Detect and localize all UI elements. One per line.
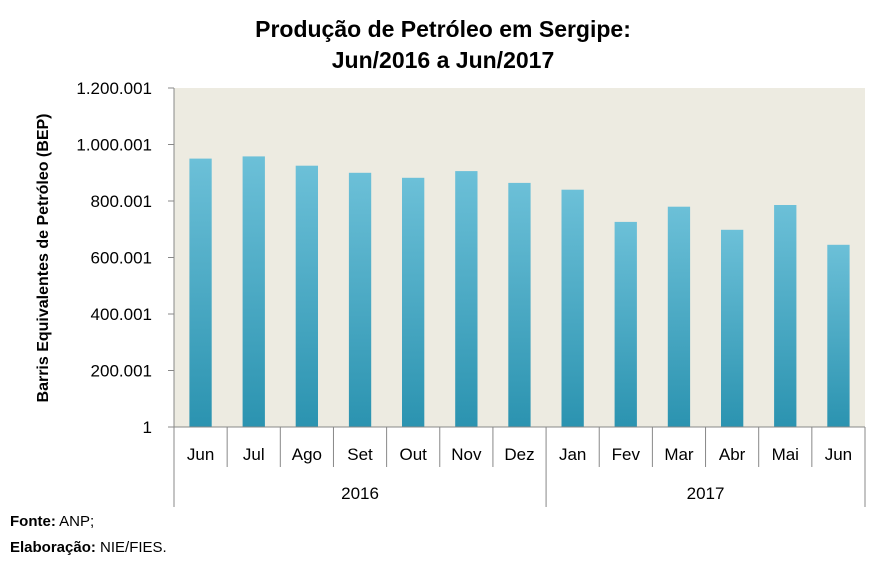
x-tick-label: Abr bbox=[719, 445, 746, 464]
bar-dez-6 bbox=[508, 182, 531, 427]
bar-jun-12 bbox=[827, 244, 850, 427]
chart-title-line2: Jun/2016 a Jun/2017 bbox=[331, 47, 555, 73]
x-tick-label: Jun bbox=[187, 445, 214, 464]
bar-jul-1 bbox=[242, 156, 265, 427]
y-tick-label: 1.000.001 bbox=[76, 136, 152, 155]
bars-layer bbox=[189, 156, 850, 427]
source-value: ANP; bbox=[55, 513, 95, 530]
bar-ago-2 bbox=[295, 165, 318, 427]
y-axis-label: Barris Equivalentes de Petróleo (BEP) bbox=[35, 114, 52, 403]
y-tick-label: 200.001 bbox=[91, 362, 152, 381]
x-tick-label: Set bbox=[347, 445, 373, 464]
bar-mai-11 bbox=[774, 205, 797, 427]
bar-fev-8 bbox=[614, 221, 637, 427]
x-tick-label: Ago bbox=[292, 445, 322, 464]
x-tick-label: Nov bbox=[451, 445, 482, 464]
x-tick-label: Mar bbox=[664, 445, 694, 464]
source-label: Fonte: bbox=[10, 513, 56, 530]
credit-line: Elaboração: NIE/FIES. bbox=[10, 539, 167, 556]
y-tick-label: 400.001 bbox=[91, 305, 152, 324]
credit-value: NIE/FIES. bbox=[95, 539, 167, 556]
y-tick-label: 800.001 bbox=[91, 192, 152, 211]
axes-layer: 1 200.001 400.001 600.001 800.001 1.000.001 1.… bbox=[76, 79, 866, 507]
x-tick-label: Mai bbox=[772, 445, 799, 464]
bar-out-4 bbox=[402, 177, 425, 427]
group-label-2017: 2017 bbox=[687, 484, 725, 503]
x-tick-label: Jan bbox=[559, 445, 586, 464]
group-label-2016: 2016 bbox=[341, 484, 379, 503]
y-tick-label: 1.200.001 bbox=[76, 79, 152, 98]
x-tick-label: Jun bbox=[825, 445, 852, 464]
x-tick-label: Jul bbox=[243, 445, 265, 464]
bar-nov-5 bbox=[455, 171, 478, 427]
x-tick-label: Fev bbox=[612, 445, 641, 464]
bar-mar-9 bbox=[667, 206, 691, 427]
x-tick-label: Dez bbox=[504, 445, 534, 464]
bar-jan-7 bbox=[561, 189, 584, 427]
source-line: Fonte: ANP; bbox=[10, 513, 94, 530]
chart-title: Produção de Petróleo em Sergipe: Jun/201… bbox=[0, 14, 886, 76]
x-tick-label: Out bbox=[399, 445, 427, 464]
y-tick-label: 1 bbox=[143, 418, 152, 437]
chart-title-line1: Produção de Petróleo em Sergipe: bbox=[255, 16, 631, 42]
y-tick-label: 600.001 bbox=[91, 249, 152, 268]
bar-set-3 bbox=[348, 172, 372, 427]
bar-abr-10 bbox=[721, 229, 744, 427]
bar-jun-0 bbox=[189, 158, 212, 427]
credit-label: Elaboração: bbox=[10, 539, 96, 556]
